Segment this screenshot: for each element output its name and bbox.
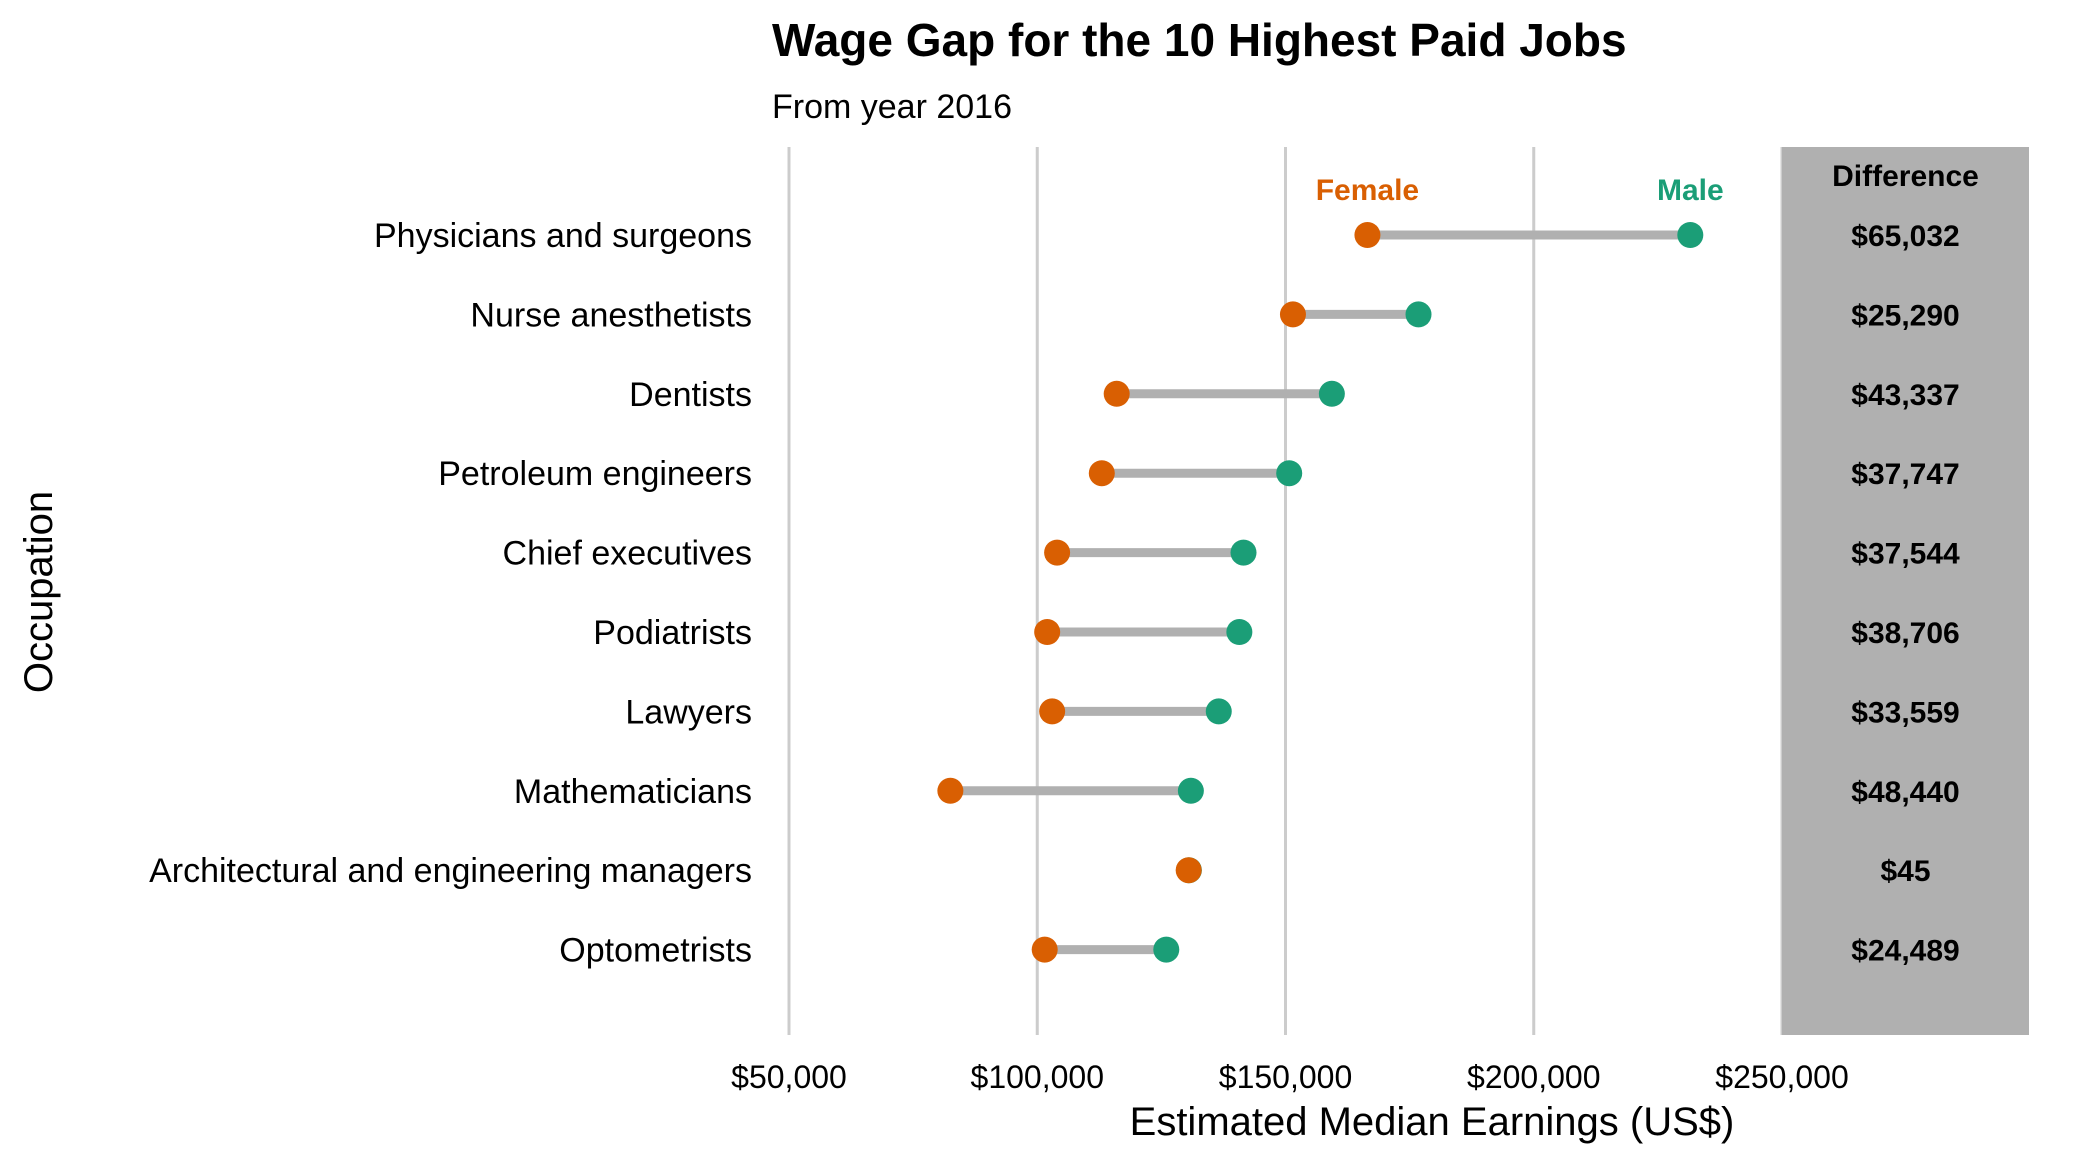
labels: $50,000 $100,000 $150,000 $200,000 $250,000 D… [149, 160, 1979, 1095]
difference-label: $33,559 [1851, 696, 1959, 729]
female-point [1034, 619, 1061, 645]
difference-panel [1782, 147, 2029, 1035]
y-tick-label: Nurse anesthetists [470, 296, 752, 334]
y-tick-label: Optometrists [559, 932, 752, 970]
female-point [1044, 539, 1071, 566]
difference-panel-background [1782, 147, 2029, 1035]
x-tick-label: $250,000 [1715, 1059, 1848, 1095]
male-point [1153, 936, 1180, 963]
y-tick-label: Architectural and engineering managers [149, 852, 752, 890]
x-tick-label: $200,000 [1467, 1059, 1600, 1095]
difference-label: $38,706 [1851, 617, 1959, 650]
female-point [1279, 301, 1306, 328]
difference-label: $25,290 [1851, 299, 1959, 332]
female-point [1088, 460, 1115, 487]
female-point [1354, 222, 1381, 248]
y-tick-label: Chief executives [503, 535, 752, 573]
male-point [1226, 619, 1253, 645]
x-tick-label: $100,000 [971, 1059, 1104, 1095]
chart-title: Wage Gap for the 10 Highest Paid Jobs [772, 14, 1627, 66]
y-tick-label: Lawyers [625, 693, 752, 731]
male-point [1318, 380, 1345, 407]
y-tick-label: Mathematicians [514, 773, 752, 811]
difference-label: $45 [1880, 855, 1930, 888]
difference-label: $37,544 [1851, 538, 1960, 571]
difference-header: Difference [1832, 160, 1979, 193]
connectors [950, 230, 1691, 955]
gridlines [787, 147, 1784, 1035]
male-point [1276, 460, 1303, 487]
x-tick-label: $150,000 [1219, 1059, 1352, 1095]
female-point [1031, 936, 1058, 963]
difference-label: $24,489 [1851, 935, 1959, 968]
legend-female: Female [1316, 174, 1419, 207]
female-point [1175, 857, 1202, 884]
chart-subtitle: From year 2016 [772, 88, 1012, 126]
difference-label: $65,032 [1851, 220, 1959, 253]
female-point [1103, 380, 1130, 407]
male-point [1205, 698, 1232, 725]
data-points [937, 222, 1704, 963]
legend-male: Male [1657, 174, 1724, 207]
male-point [1677, 222, 1704, 248]
y-tick-label: Dentists [629, 376, 752, 414]
male-point [1177, 777, 1204, 804]
male-point [1405, 301, 1432, 328]
female-point [1039, 698, 1066, 725]
difference-label: $37,747 [1851, 458, 1959, 491]
y-tick-label: Podiatrists [593, 614, 752, 652]
y-axis-label: Occupation [17, 491, 61, 693]
y-tick-label: Physicians and surgeons [374, 217, 752, 255]
x-tick-label: $50,000 [731, 1059, 847, 1095]
difference-label: $43,337 [1851, 379, 1959, 412]
y-tick-label: Petroleum engineers [438, 455, 752, 493]
difference-label: $48,440 [1851, 776, 1959, 809]
male-point [1230, 539, 1257, 566]
female-point [937, 777, 964, 804]
x-axis-label: Estimated Median Earnings (US$) [1130, 1100, 1735, 1144]
